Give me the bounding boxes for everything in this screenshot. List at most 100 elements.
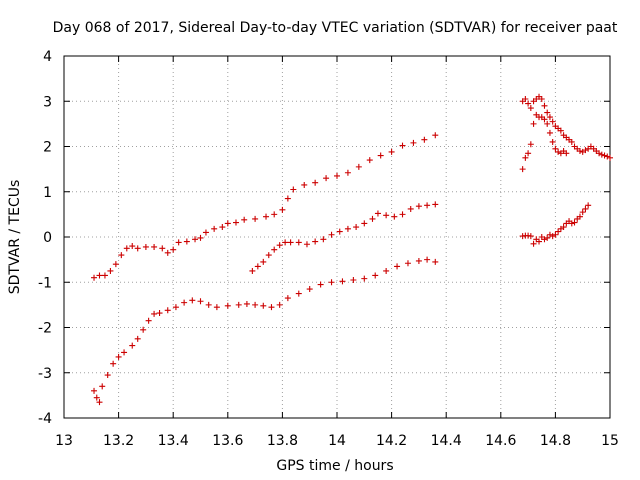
- data-point: [546, 231, 553, 238]
- x-tick-label: 13.8: [267, 433, 298, 449]
- data-point: [582, 205, 589, 212]
- data-point: [202, 229, 209, 236]
- grid-lines: [64, 56, 610, 418]
- data-point: [336, 228, 343, 235]
- data-point: [383, 267, 390, 274]
- y-tick-label: -1: [38, 275, 52, 291]
- data-point: [181, 299, 188, 306]
- data-point: [541, 116, 548, 123]
- data-point: [544, 109, 551, 116]
- data-point: [140, 326, 147, 333]
- data-point: [312, 238, 319, 245]
- data-point: [366, 157, 373, 164]
- data-point: [394, 263, 401, 270]
- data-point: [104, 372, 111, 379]
- chart-title: Day 068 of 2017, Sidereal Day-to-day VTE…: [53, 20, 618, 36]
- data-point: [121, 349, 128, 356]
- data-point: [598, 151, 605, 158]
- data-point: [383, 212, 390, 219]
- data-point: [317, 281, 324, 288]
- y-tick-labels: -4 -3 -2 -1 0 1 2 3 4: [38, 49, 52, 427]
- data-point: [571, 219, 578, 226]
- data-point: [224, 220, 231, 227]
- data-point: [151, 243, 158, 250]
- data-point: [282, 239, 289, 246]
- data-point: [546, 114, 553, 121]
- data-point: [519, 166, 526, 173]
- data-point: [164, 249, 171, 256]
- x-tick-label: 14.4: [431, 433, 462, 449]
- data-point: [151, 310, 158, 317]
- data-point: [219, 224, 226, 231]
- data-point: [254, 263, 261, 270]
- data-point: [263, 213, 270, 220]
- data-point: [197, 298, 204, 305]
- data-point: [361, 220, 368, 227]
- data-point: [268, 304, 275, 311]
- y-tick-label: -2: [38, 321, 52, 337]
- y-tick-label: -3: [38, 366, 52, 382]
- data-point: [576, 213, 583, 220]
- data-point: [339, 278, 346, 285]
- data-point: [377, 152, 384, 159]
- data-point: [568, 220, 575, 227]
- data-point: [271, 246, 278, 253]
- data-point: [301, 181, 308, 188]
- data-point: [145, 317, 152, 324]
- data-point: [525, 150, 532, 157]
- data-point: [328, 279, 335, 286]
- data-point: [159, 245, 166, 252]
- data-point: [189, 297, 196, 304]
- data-point: [557, 127, 564, 134]
- data-point: [213, 304, 220, 311]
- y-tick-label: 1: [43, 185, 52, 201]
- data-point: [271, 211, 278, 218]
- data-point: [563, 150, 570, 157]
- data-point: [552, 145, 559, 152]
- data-point: [407, 205, 414, 212]
- data-point: [560, 224, 567, 231]
- data-point: [295, 239, 302, 246]
- data-point: [530, 120, 537, 127]
- data-point: [372, 272, 379, 279]
- data-point: [156, 310, 163, 317]
- series-track-right-descending: [519, 111, 570, 173]
- x-tick-label: 13.2: [103, 433, 134, 449]
- y-tick-label: 2: [43, 140, 52, 156]
- data-point: [424, 256, 431, 263]
- data-point: [541, 102, 548, 109]
- data-point: [170, 246, 177, 253]
- data-point: [205, 301, 212, 308]
- data-point: [344, 225, 351, 232]
- data-point: [123, 245, 130, 252]
- data-point: [369, 215, 376, 222]
- data-point: [432, 132, 439, 139]
- data-point: [96, 272, 103, 279]
- data-point: [235, 301, 242, 308]
- data-point: [432, 258, 439, 265]
- data-point: [101, 272, 108, 279]
- data-point: [323, 175, 330, 182]
- data-point: [596, 150, 603, 157]
- data-point: [284, 195, 291, 202]
- data-point: [287, 239, 294, 246]
- data-point: [303, 241, 310, 248]
- data-point: [522, 95, 529, 102]
- data-point: [576, 148, 583, 155]
- data-point: [549, 138, 556, 145]
- data-point: [536, 238, 543, 245]
- data-point: [530, 240, 537, 247]
- data-point: [192, 236, 199, 243]
- data-point: [604, 153, 611, 160]
- data-point: [249, 267, 256, 274]
- data-point: [118, 252, 125, 259]
- data-point: [142, 243, 149, 250]
- series-track-right-lower: [519, 202, 592, 247]
- data-point: [334, 172, 340, 179]
- x-tick-label: 14.2: [376, 433, 407, 449]
- x-tick-label: 15: [601, 433, 619, 449]
- x-tick-label: 14: [328, 433, 346, 449]
- data-point: [546, 129, 553, 136]
- data-point: [391, 213, 398, 220]
- data-point: [93, 394, 100, 401]
